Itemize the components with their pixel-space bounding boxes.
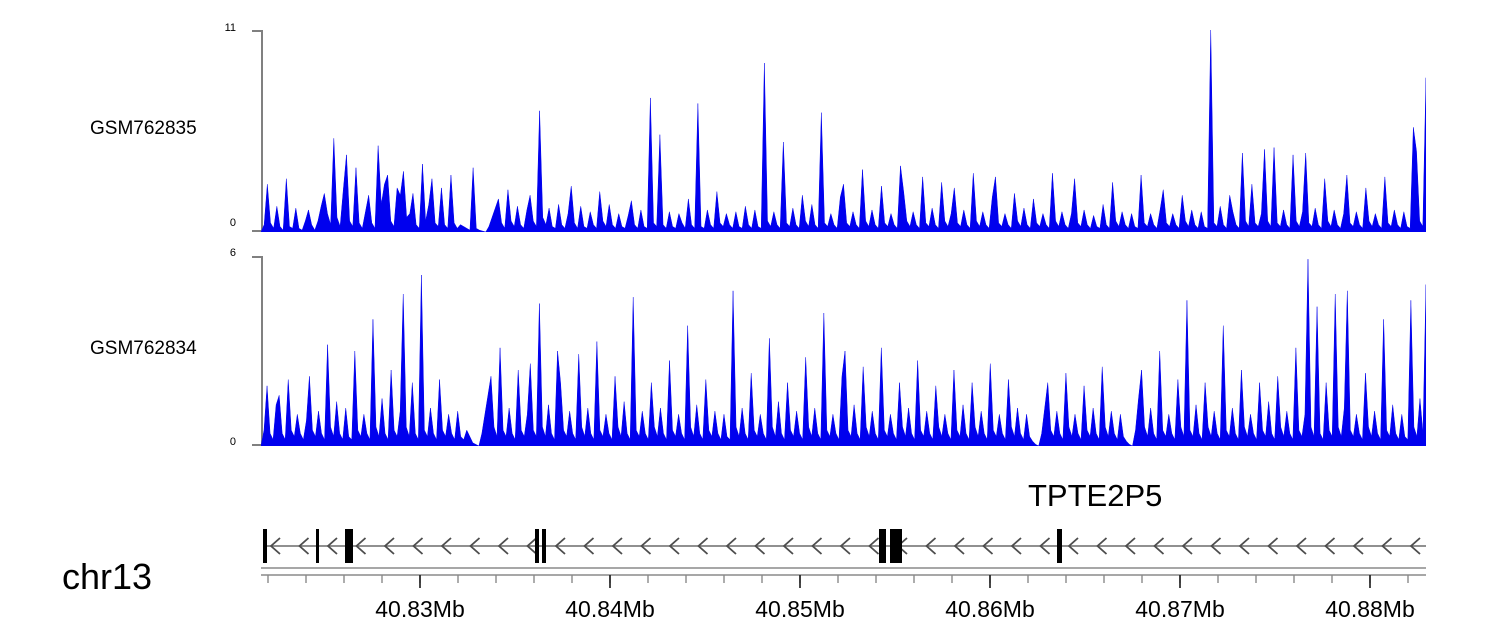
coverage-track-gsm762834[interactable] [261,256,1426,446]
gene-exon-block[interactable] [542,529,546,563]
axis-tick-label: 40.84Mb [565,596,655,622]
track-label-gsm762835: GSM762835 [90,118,197,139]
gene-exon-block[interactable] [263,529,267,563]
gene-exon-block[interactable] [345,529,353,563]
gene-exon-block[interactable] [535,529,539,563]
gene-exon-block[interactable] [879,529,886,563]
track-1-axis-max: 11 [224,22,236,34]
coverage-area [261,30,1426,232]
track-label-gsm762834: GSM762834 [90,338,197,359]
coverage-area [261,259,1426,446]
axis-tick-label: 40.86Mb [945,596,1035,622]
strand-arrow-left-icon [269,537,1421,555]
track-2-axis-max: 6 [229,247,236,259]
axis-tick-label: 40.83Mb [375,596,465,622]
chromosome-label: chr13 [62,556,153,597]
track-2-axis-spine [252,256,264,446]
genome-coordinate-axis [261,566,1426,592]
axis-tick-label: 40.88Mb [1325,596,1415,622]
track-1-axis-spine [252,30,264,232]
gene-annotation-track[interactable] [261,520,1426,566]
track-2-axis-min: 0 [229,436,236,448]
gene-exon-block[interactable] [890,529,902,563]
gene-exon-block[interactable] [316,529,319,563]
gene-exon-block[interactable] [1057,529,1062,563]
axis-tick-label: 40.87Mb [1135,596,1225,622]
axis-tick-label: 40.85Mb [755,596,845,622]
coverage-track-gsm762835[interactable] [261,30,1426,232]
track-1-axis-min: 0 [229,217,236,229]
gene-label-tpte2p5: TPTE2P5 [1028,478,1163,513]
